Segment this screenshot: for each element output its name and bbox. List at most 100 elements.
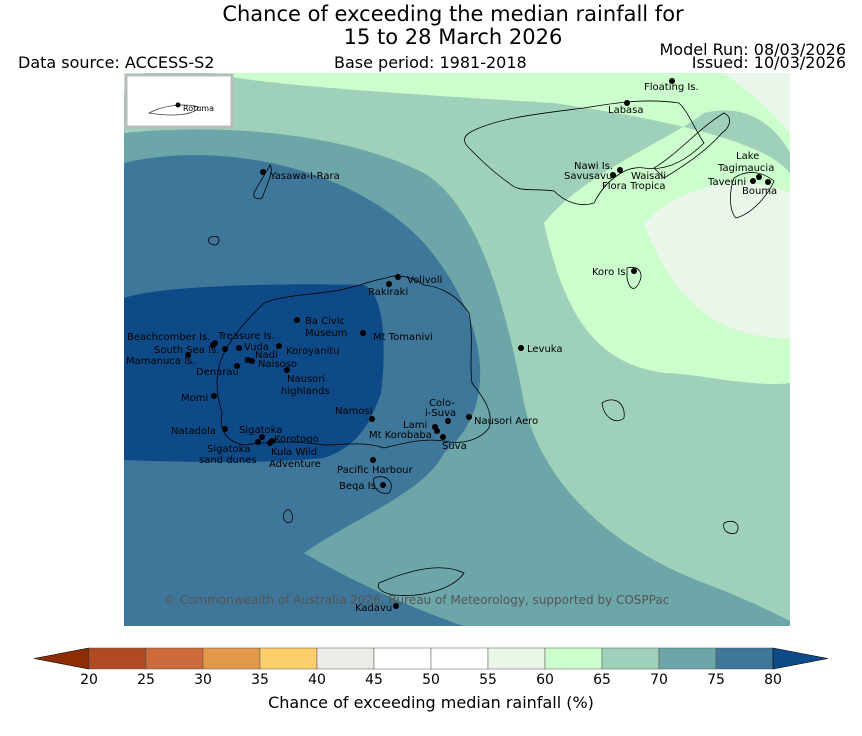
label-denarau: Denarau	[196, 367, 239, 378]
colorbar-box	[487, 647, 546, 670]
marker-pacific-harbour	[370, 457, 376, 463]
label-floating: Floating Is.	[644, 82, 699, 93]
marker-momi	[211, 393, 217, 399]
label-korotogo: Korotogo	[274, 434, 319, 445]
rotuma-label: Rotuma	[183, 104, 214, 113]
label-beqa: Beqa Is.	[339, 481, 379, 492]
marker-tomanivi	[360, 330, 366, 336]
label-colo1: Colo-	[429, 398, 455, 409]
marker-nausori-aero	[466, 414, 472, 420]
colorbar-box	[373, 647, 432, 670]
label-sigatoka: Sigatoka	[239, 425, 282, 436]
colorbar-tick-label: 40	[308, 672, 326, 688]
label-labasa: Labasa	[608, 105, 644, 116]
label-naisoso: Naisoso	[258, 359, 297, 370]
colorbar-box	[544, 647, 603, 670]
colorbar-box	[259, 647, 318, 670]
label-mamanuca: Mamanuca Is.	[126, 356, 195, 367]
label-natadola: Natadola	[171, 426, 216, 437]
marker-beqa	[380, 482, 386, 488]
label-koroyanitu: Koroyanitu	[286, 346, 340, 357]
label-nausoriaero: Nausori Aero	[474, 416, 538, 427]
band-55-60	[644, 73, 790, 338]
colorbar-tick-label: 75	[707, 672, 725, 688]
marker-southsea	[210, 342, 216, 348]
label-waisali: Waisali	[631, 171, 666, 182]
colorbar-box	[88, 647, 147, 670]
colorbar-box	[715, 647, 774, 670]
colorbar-box	[202, 647, 261, 670]
marker-savusavu	[610, 172, 616, 178]
label-suva: Suva	[442, 441, 467, 452]
label-korobaba: Mt Korobaba	[369, 430, 432, 441]
marker-sigatoka	[259, 434, 265, 440]
label-kula2: Adventure	[269, 459, 321, 470]
label-nadi: Nadi	[255, 350, 278, 361]
label-volivoli: Volivoli	[407, 275, 442, 286]
issued-date: Issued: 10/03/2026	[691, 53, 846, 72]
colorbar-tick-label: 20	[80, 672, 98, 688]
place-markers: Floating Is. Labasa Yasawa-I-Rara Nawi I…	[126, 78, 777, 614]
colorbar-box	[658, 647, 717, 670]
colorbar-tick-label: 50	[422, 672, 440, 688]
colorbar-box	[430, 647, 489, 670]
band-60-65	[124, 73, 790, 385]
marker-levuka	[518, 345, 524, 351]
marker-koroyanitu	[276, 343, 282, 349]
marker-sigatoka-dunes	[255, 439, 261, 445]
marker-namosi	[369, 416, 375, 422]
colorbar-tick-label: 80	[764, 672, 782, 688]
rotuma-inset: Rotuma	[124, 73, 234, 129]
label-flora: Flora Tropica	[602, 181, 665, 192]
colorbar-box	[145, 647, 204, 670]
colorbar-tick-label: 25	[137, 672, 155, 688]
label-sigdunes1: Sigatoka	[207, 444, 250, 455]
label-namosi: Namosi	[335, 406, 372, 417]
label-ba1: Ba Civic	[305, 316, 345, 327]
label-beachcomber: Beachcomber Is.	[127, 332, 210, 343]
label-momi: Momi	[181, 393, 208, 404]
colorbar-tick-label: 70	[650, 672, 668, 688]
label-tagimaucia: Tagimaucia	[717, 163, 774, 174]
label-lami: Lami	[403, 420, 427, 431]
marker-nawi	[617, 167, 623, 173]
colorbar-tick-label: 45	[365, 672, 383, 688]
marker-mamanuca	[185, 352, 191, 358]
colorbar-tick-label: 30	[194, 672, 212, 688]
marker-koro	[631, 268, 637, 274]
colorbar-tick-label: 35	[251, 672, 269, 688]
marker-rakiraki	[386, 281, 392, 287]
marker-labasa	[624, 100, 630, 106]
marker-colo-i-suva	[445, 418, 451, 424]
label-pacific: Pacific Harbour	[337, 465, 414, 476]
marker-suva	[440, 434, 446, 440]
marker-nausori-highlands	[284, 367, 290, 373]
copyright-notice: © Commonwealth of Australia 2026, Bureau…	[164, 593, 669, 607]
label-kula1: Kula Wild	[271, 447, 317, 458]
map-title-line1: Chance of exceeding the median rainfall …	[222, 2, 684, 26]
colorbar-box	[601, 647, 660, 670]
label-savusavu: Savusavu	[564, 171, 612, 182]
marker-floating	[669, 78, 675, 84]
colorbar-box	[316, 647, 375, 670]
map-title-line2: 15 to 28 March 2026	[343, 25, 563, 49]
label-taveuni: Taveuni	[707, 177, 746, 188]
label-sigdunes2: sand dunes	[199, 455, 257, 466]
label-yasawa: Yasawa-I-Rara	[269, 171, 340, 182]
label-ba2: Museum	[305, 328, 347, 339]
label-lake: Lake	[736, 151, 759, 162]
colorbar-extend-high	[772, 647, 829, 670]
label-kadavu: Kadavu	[355, 603, 392, 614]
marker-ba	[294, 317, 300, 323]
label-nausori1: Nausori	[287, 374, 325, 385]
colorbar-title: Chance of exceeding median rainfall (%)	[268, 693, 594, 712]
marker-denarau	[234, 363, 240, 369]
marker-naisoso	[249, 358, 255, 364]
colorbar-extend-low	[33, 647, 90, 670]
base-period: Base period: 1981-2018	[334, 53, 527, 72]
label-vuda: Vuda	[244, 342, 269, 353]
label-levuka: Levuka	[527, 344, 563, 355]
marker-bouma	[765, 179, 771, 185]
colorbar-tick-label: 55	[479, 672, 497, 688]
colorbar-tick-label: 65	[593, 672, 611, 688]
